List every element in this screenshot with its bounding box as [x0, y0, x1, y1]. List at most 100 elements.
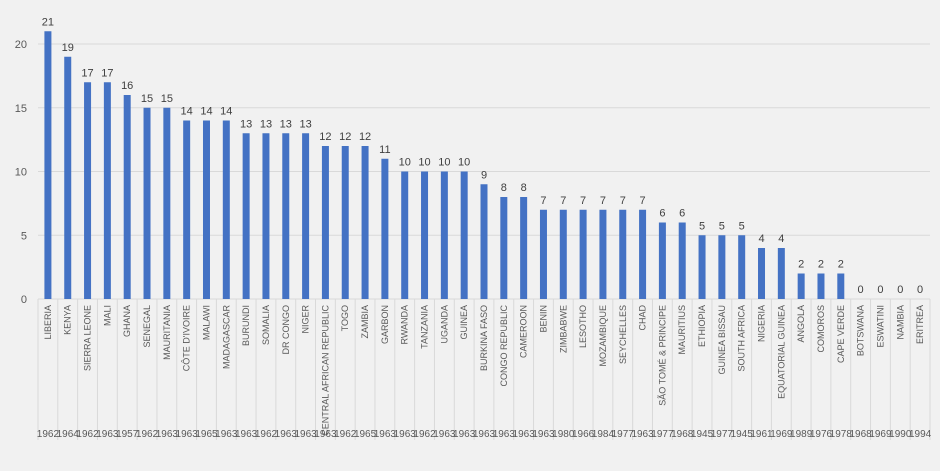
bar [64, 56, 72, 299]
bar [837, 273, 845, 299]
bar [222, 120, 230, 299]
category-label: GUINEA [459, 305, 469, 340]
data-label: 5 [699, 220, 705, 232]
category-label: CÔTE D'IVOIRE [182, 305, 192, 371]
year-label: 1963 [275, 429, 298, 440]
year-label: 1963 [513, 429, 536, 440]
bar [123, 95, 131, 299]
category-label: COMOROS [816, 305, 826, 353]
data-label: 2 [818, 259, 824, 271]
year-label: 1962 [255, 429, 278, 440]
year-label: 1977 [651, 429, 674, 440]
category-label: ETHIOPIA [697, 305, 707, 347]
data-label: 12 [319, 131, 331, 143]
category-label: BURUNDI [241, 305, 251, 346]
category-label: SÃO TOMÉ & PRINCIPE [657, 305, 667, 406]
category-label: SENEGAL [142, 305, 152, 348]
bar [84, 82, 92, 299]
year-label: 1961 [750, 429, 773, 440]
data-label: 13 [240, 118, 252, 130]
category-label: DR CONGO [281, 305, 291, 355]
category-label: ESWATINI [875, 305, 885, 348]
year-label: 1965 [354, 429, 377, 440]
category-label: KENYA [63, 305, 73, 335]
category-label: LESOTHO [578, 305, 588, 348]
year-label: 1977 [612, 429, 635, 440]
bar [440, 171, 448, 299]
bar [103, 82, 111, 299]
category-label: CAPE VERDE [836, 305, 846, 363]
category-label: SIERRA LEONE [83, 305, 93, 371]
bar [658, 222, 666, 299]
bar [163, 107, 171, 299]
data-label: 11 [379, 144, 390, 156]
year-label: 1963 [235, 429, 258, 440]
bar [797, 273, 805, 299]
data-label: 17 [101, 67, 113, 79]
data-label: 13 [280, 118, 292, 130]
data-label: 10 [438, 157, 450, 169]
year-label: 1963 [374, 429, 397, 440]
category-label: SOMALIA [261, 305, 271, 345]
bar [559, 209, 567, 299]
data-label: 2 [798, 259, 804, 271]
bar [639, 209, 647, 299]
year-label: 1994 [909, 429, 932, 440]
year-label: 1963 [453, 429, 476, 440]
year-label: 1969 [770, 429, 793, 440]
year-label: 1963 [473, 429, 496, 440]
year-label: 1963 [493, 429, 516, 440]
category-label: NIGERIA [757, 305, 767, 342]
data-label: 0 [897, 284, 903, 296]
bar [579, 209, 587, 299]
bar [817, 273, 825, 299]
category-label: CENTRAL AFRICAN REPUBLIC [320, 305, 330, 436]
year-label: 1963 [394, 429, 417, 440]
data-label: 13 [299, 118, 311, 130]
data-label: 10 [418, 157, 430, 169]
data-label: 10 [399, 157, 411, 169]
year-label: 1945 [731, 429, 754, 440]
category-label: GHANA [122, 305, 132, 337]
bar [143, 107, 151, 299]
year-label: 1962 [334, 429, 357, 440]
year-label: 1962 [76, 429, 99, 440]
bar [183, 120, 191, 299]
data-label: 12 [359, 131, 371, 143]
year-label: 1963 [294, 429, 317, 440]
data-label: 7 [560, 195, 566, 207]
bar [262, 133, 270, 299]
year-label: 1965 [195, 429, 218, 440]
category-label: GARBON [380, 305, 390, 344]
category-label: NIGER [301, 305, 311, 334]
bar [619, 209, 627, 299]
category-label: UGANDA [439, 305, 449, 344]
year-label: 1963 [532, 429, 555, 440]
y-tick-label: 5 [21, 230, 27, 242]
category-label: MADAGASCAR [221, 305, 231, 370]
year-label: 1963 [176, 429, 199, 440]
year-label: 1962 [413, 429, 436, 440]
category-label: CONGO REPUBLIC [499, 305, 509, 387]
bar [321, 146, 329, 299]
category-label: ERITREA [915, 305, 925, 344]
data-label: 7 [640, 195, 646, 207]
data-label: 12 [339, 131, 351, 143]
data-label: 16 [121, 80, 133, 92]
bar [242, 133, 250, 299]
category-label: ANGOLA [796, 305, 806, 343]
data-label: 17 [81, 67, 93, 79]
year-label: 1978 [830, 429, 853, 440]
bar [480, 184, 488, 299]
data-label: 4 [758, 233, 764, 245]
category-label: BOTSWANA [856, 305, 866, 356]
data-label: 15 [161, 93, 173, 105]
data-label: 14 [200, 106, 212, 118]
data-label: 7 [600, 195, 606, 207]
category-label: SEYCHELLES [618, 305, 628, 364]
data-label: 2 [838, 259, 844, 271]
year-label: 1969 [869, 429, 892, 440]
category-label: MAURITANIA [162, 305, 172, 360]
data-label: 8 [521, 182, 527, 194]
